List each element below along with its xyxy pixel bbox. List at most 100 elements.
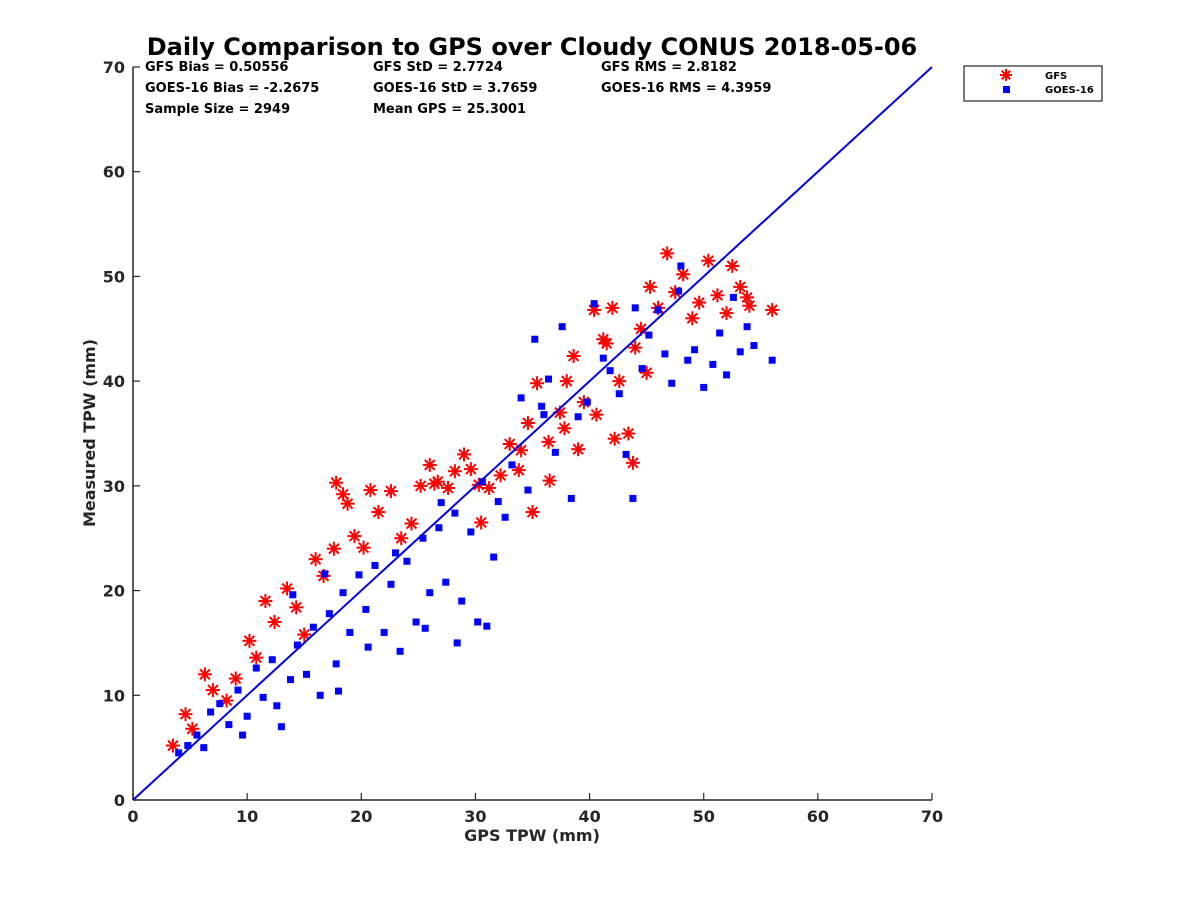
- y-tick-label: 50: [103, 267, 125, 286]
- gfs-point: [371, 505, 386, 520]
- stat-gfs-bias: GFS Bias = 0.50556: [145, 60, 288, 75]
- gfs-point: [559, 374, 574, 389]
- goes-16-point: [371, 561, 379, 569]
- gfs-point: [427, 476, 442, 491]
- x-tick-label: 50: [693, 807, 715, 826]
- goes-16-point: [501, 513, 509, 521]
- gfs-point: [280, 581, 295, 596]
- gfs-point: [719, 306, 734, 321]
- gfs-point: [710, 288, 725, 303]
- goes-16-point: [538, 402, 546, 410]
- goes-16-point: [442, 578, 450, 586]
- goes-16-point: [175, 749, 183, 757]
- goes-16-point: [567, 494, 575, 502]
- goes-16-point: [426, 589, 434, 597]
- gfs-point: [725, 258, 740, 273]
- goes-16-point: [216, 700, 224, 708]
- x-axis-label: GPS TPW (mm): [464, 826, 600, 845]
- legend-goes-marker: [1003, 86, 1010, 93]
- gfs-point: [457, 447, 472, 462]
- gfs-point: [308, 552, 323, 567]
- goes-16-point: [435, 524, 443, 532]
- goes-16-point: [508, 461, 516, 469]
- gfs-point: [676, 267, 691, 282]
- goes-16-point: [743, 323, 751, 331]
- gfs-point: [685, 311, 700, 326]
- gfs-point: [701, 253, 716, 268]
- gfs-point: [628, 340, 643, 355]
- gfs-point: [502, 436, 517, 451]
- y-tick-label: 0: [114, 791, 125, 810]
- goes-16-point: [458, 597, 466, 605]
- goes-16-point: [631, 304, 639, 312]
- goes-16-point: [346, 628, 354, 636]
- goes-16-point: [207, 708, 215, 716]
- gfs-point: [340, 496, 355, 511]
- goes-16-point: [334, 687, 342, 695]
- stat-goes-std: GOES-16 StD = 3.7659: [373, 81, 537, 96]
- legend-goes-label: GOES-16: [1045, 85, 1094, 96]
- gfs-point: [441, 480, 456, 495]
- goes-16-point: [723, 371, 731, 379]
- gfs-point: [493, 468, 508, 483]
- goes-16-point: [645, 331, 653, 339]
- goes-16-point: [200, 744, 208, 752]
- goes-16-point: [478, 478, 486, 486]
- goes-16-point: [517, 394, 525, 402]
- gfs-point: [612, 374, 627, 389]
- goes-16-point: [551, 448, 559, 456]
- gfs-point: [178, 707, 193, 722]
- goes-16-point: [273, 702, 281, 710]
- gfs-point: [404, 516, 419, 531]
- goes-16-point: [490, 553, 498, 561]
- stats-block: GFS Bias = 0.50556 GFS StD = 2.7724 GFS …: [145, 60, 771, 117]
- goes-16-point: [184, 742, 192, 750]
- gfs-point: [422, 457, 437, 472]
- goes-16-point: [531, 335, 539, 343]
- chart-title: Daily Comparison to GPS over Cloudy CONU…: [147, 33, 918, 61]
- axes: 0 10 20 30 40 50 60 70 0 10 20 30 40 50 60 70: [103, 58, 943, 826]
- goes-16-point: [629, 494, 637, 502]
- goes-16-point: [684, 356, 692, 364]
- goes-16-point: [768, 356, 776, 364]
- plot-area: [132, 66, 933, 801]
- gfs-point: [413, 478, 428, 493]
- goes-16-point: [396, 647, 404, 655]
- goes-16-point: [467, 528, 475, 536]
- x-tick-label: 0: [127, 807, 138, 826]
- gfs-point: [383, 484, 398, 499]
- gfs-point: [242, 633, 257, 648]
- goes-16-point: [289, 591, 297, 599]
- stat-gfs-std: GFS StD = 2.7724: [373, 60, 503, 75]
- x-ticks: 0 10 20 30 40 50 60 70: [127, 793, 943, 826]
- legend-gfs-marker: [1000, 69, 1012, 81]
- stat-goes-bias: GOES-16 Bias = -2.2675: [145, 81, 319, 96]
- stat-goes-rms: GOES-16 RMS = 4.3959: [601, 81, 771, 96]
- gfs-point: [447, 464, 462, 479]
- y-tick-label: 10: [103, 686, 125, 705]
- goes-16-point: [654, 306, 662, 314]
- gfs-point: [511, 463, 526, 478]
- goes-16-point: [392, 549, 400, 557]
- goes-16-point: [239, 731, 247, 739]
- gfs-point: [740, 290, 755, 305]
- goes-16-point: [524, 486, 532, 494]
- goes-16-point: [234, 686, 242, 694]
- goes-16-point: [661, 350, 669, 358]
- goes-16-point: [302, 670, 310, 678]
- x-tick-label: 60: [807, 807, 829, 826]
- gfs-point: [205, 683, 220, 698]
- goes-16-point: [544, 375, 552, 383]
- x-tick-label: 70: [921, 807, 943, 826]
- goes-16-point: [599, 354, 607, 362]
- goes-16-point: [316, 691, 324, 699]
- goes-16-point: [193, 731, 201, 739]
- gfs-point: [566, 349, 581, 364]
- legend-gfs-label: GFS: [1045, 71, 1067, 82]
- one-to-one-line: [132, 66, 933, 801]
- gfs-point: [267, 614, 282, 629]
- goes-16-point: [309, 623, 317, 631]
- goes-16-point: [474, 618, 482, 626]
- goes-16-point: [403, 557, 411, 565]
- goes-16-point: [451, 509, 459, 517]
